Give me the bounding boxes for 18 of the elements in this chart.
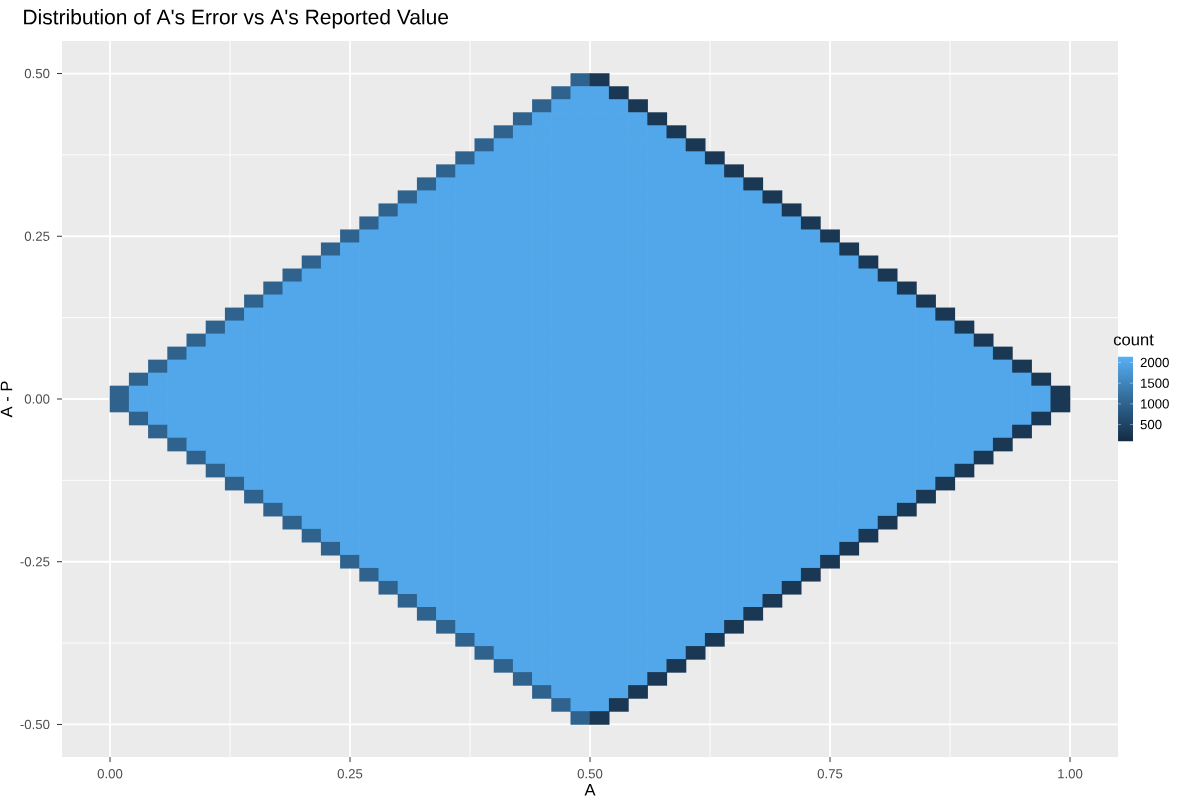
y-tick-label: 0.25 — [24, 231, 50, 241]
x-tick-label: 0.50 — [577, 769, 603, 779]
y-axis-title: A - P — [0, 381, 13, 418]
y-tick-label: -0.50 — [20, 719, 50, 730]
y-tick-label: -0.25 — [20, 557, 50, 567]
x-tick-label: 0.75 — [817, 769, 843, 779]
x-tick-label: 0.25 — [337, 769, 363, 779]
color-bar-title: count — [1113, 334, 1154, 346]
color-bar-label: 1500 — [1141, 378, 1169, 388]
x-axis-title: A — [584, 784, 596, 796]
y-tick-label: 0.00 — [24, 394, 50, 404]
color-bar-label: 1000 — [1141, 399, 1169, 409]
color-bar-label: 500 — [1140, 419, 1162, 430]
y-tick-label: 0.50 — [24, 68, 50, 79]
x-tick-label: 0.00 — [97, 769, 123, 779]
chart-title: Distribution of A's Error vs A's Reported Value — [24, 9, 449, 29]
color-bar-label: 2000 — [1140, 357, 1169, 368]
x-tick-label: 1.00 — [1058, 769, 1083, 779]
